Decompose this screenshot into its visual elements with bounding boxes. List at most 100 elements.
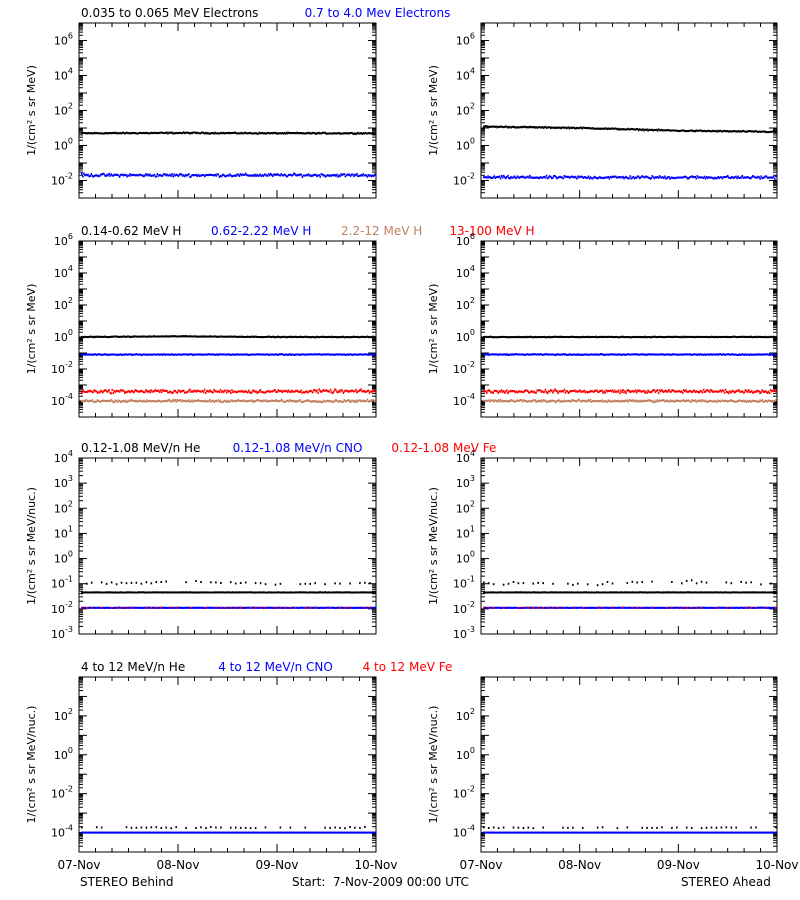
data-point	[644, 353, 646, 356]
data-point	[538, 335, 541, 338]
data-point	[179, 335, 182, 338]
data-point	[643, 389, 645, 392]
data-point	[550, 127, 552, 130]
data-point	[715, 335, 717, 338]
data-point	[322, 399, 325, 402]
data-point	[714, 399, 716, 402]
data-point	[688, 353, 690, 356]
data-point	[556, 390, 558, 393]
data-point	[140, 591, 143, 594]
data-point	[567, 400, 570, 402]
data-point	[514, 400, 516, 403]
data-point	[656, 399, 659, 402]
data-point	[353, 400, 355, 403]
data-point	[719, 336, 722, 338]
data-point	[632, 175, 635, 178]
data-point	[240, 591, 243, 594]
data-point	[193, 591, 195, 594]
data-point	[318, 174, 320, 177]
data-point	[580, 175, 582, 178]
y-tick-label: 102	[456, 296, 475, 312]
data-point	[235, 591, 237, 594]
data-point	[146, 335, 148, 338]
data-point	[672, 400, 674, 403]
data-point	[497, 176, 500, 178]
data-point	[575, 400, 577, 403]
y-tick-label: 10-2	[51, 172, 73, 188]
data-point	[229, 591, 231, 594]
data-point	[279, 582, 282, 585]
data-point	[101, 336, 103, 338]
data-point	[547, 353, 550, 356]
data-point	[196, 353, 199, 356]
series-3	[483, 388, 777, 395]
data-point	[759, 335, 761, 338]
data-point	[217, 591, 220, 594]
data-point	[125, 591, 127, 594]
data-point	[252, 174, 254, 177]
data-point	[538, 126, 541, 128]
data-point	[159, 174, 162, 177]
data-point	[233, 353, 235, 356]
data-point	[252, 132, 254, 135]
data-point	[246, 353, 249, 356]
data-point	[365, 591, 368, 594]
data-point	[556, 335, 558, 338]
data-point	[269, 390, 271, 393]
data-point	[213, 353, 215, 356]
data-point	[110, 399, 112, 402]
data-point	[327, 335, 330, 338]
data-point	[563, 336, 566, 339]
data-point	[317, 391, 319, 394]
data-point	[723, 391, 726, 394]
data-point	[180, 335, 183, 338]
data-point	[92, 591, 95, 594]
data-point	[253, 400, 255, 402]
data-point	[344, 591, 347, 594]
data-point	[505, 336, 507, 339]
data-point	[193, 174, 195, 177]
data-point	[515, 353, 517, 355]
data-point	[573, 176, 575, 179]
data-point	[315, 353, 317, 356]
data-point	[657, 353, 660, 356]
data-point	[135, 399, 138, 402]
data-point	[143, 606, 145, 609]
data-point	[667, 335, 669, 338]
data-point	[717, 390, 719, 393]
data-point	[294, 132, 296, 134]
data-point	[512, 176, 514, 179]
data-point	[371, 591, 374, 594]
data-point	[89, 399, 91, 402]
legend-entry-3: 0.12-1.08 MeV Fe	[391, 441, 496, 455]
data-point	[648, 353, 650, 356]
data-point	[641, 390, 643, 393]
data-point	[619, 128, 621, 131]
data-point	[374, 390, 376, 392]
data-point	[164, 591, 166, 594]
data-point	[209, 606, 211, 609]
data-point	[98, 391, 101, 394]
data-point	[574, 336, 576, 339]
data-point	[645, 336, 647, 339]
data-point	[139, 335, 142, 338]
data-point	[713, 130, 715, 133]
data-point	[374, 400, 376, 403]
data-point	[687, 177, 689, 180]
data-point	[658, 399, 661, 402]
data-point	[543, 126, 546, 129]
data-point	[749, 335, 752, 338]
data-point	[281, 391, 284, 394]
data-point	[678, 176, 681, 179]
data-point	[291, 591, 293, 594]
data-point	[129, 132, 131, 135]
data-point	[298, 132, 300, 135]
data-point	[343, 591, 346, 594]
data-point	[190, 131, 192, 134]
data-point	[95, 606, 98, 609]
data-point	[372, 132, 375, 135]
data-point	[761, 335, 763, 338]
data-point	[687, 390, 689, 393]
data-point	[273, 173, 275, 176]
data-point	[305, 353, 308, 356]
